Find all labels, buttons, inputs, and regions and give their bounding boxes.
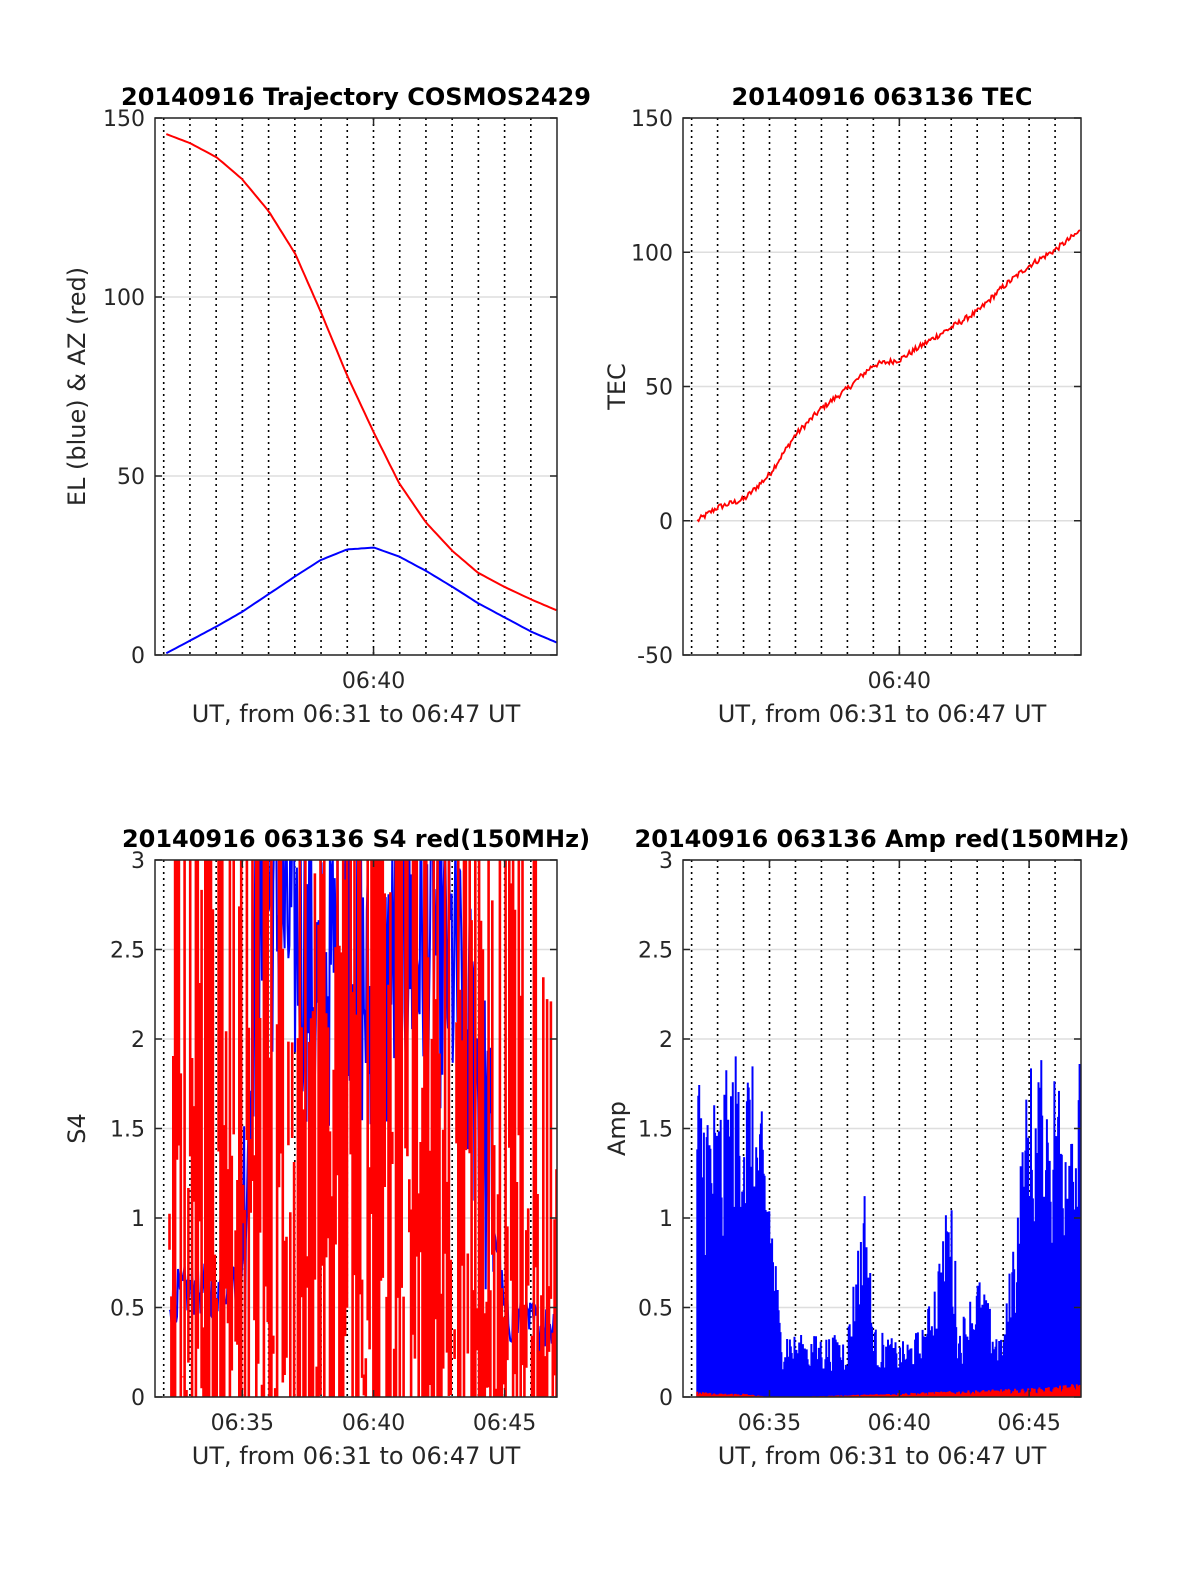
y-tick-label: 1	[131, 1207, 145, 1232]
axes-box	[154, 117, 558, 656]
series-line	[696, 229, 1081, 523]
y-tick-label: 0	[659, 1386, 673, 1411]
series-line	[165, 133, 557, 612]
y-tick-label: 0.5	[110, 1297, 145, 1322]
y-tick-label: 2	[131, 1028, 145, 1053]
plot-area	[155, 118, 557, 655]
y-tick-label: 2	[659, 1028, 673, 1053]
series-line	[165, 546, 557, 655]
x-tick-label: 06:35	[738, 1411, 801, 1436]
series-group	[168, 860, 557, 1397]
chart-title: 20140916 063136 Amp red(150MHz)	[635, 825, 1130, 853]
y-tick-label: 1.5	[638, 1118, 673, 1143]
y-tick-label: -50	[637, 644, 673, 669]
chart-panel-4: 0 0.5 1 1.5 2 2.5 3 06:35 06:40 06:45 20140916 063…	[603, 825, 1129, 1470]
y-tick-label: 100	[631, 241, 673, 266]
chart-title: 20140916 063136 TEC	[732, 83, 1033, 111]
x-axis-label: UT, from 06:31 to 06:47 UT	[192, 700, 521, 728]
y-axis-label: S4	[63, 1113, 91, 1144]
x-axis-label: UT, from 06:31 to 06:47 UT	[718, 700, 1047, 728]
chart-panel-3: 0 0.5 1 1.5 2 2.5 3 06:35 06:40 06:45 20140916 063…	[63, 825, 590, 1470]
chart-panel-1: 0 50 100 150 06:40 20140916 Trajectory COSMOS…	[63, 83, 591, 728]
series-group	[696, 229, 1081, 523]
x-tick-label: 06:35	[211, 1411, 274, 1436]
y-tick-label: 3	[659, 849, 673, 874]
series-spikes	[168, 860, 557, 1397]
series-group	[165, 133, 557, 655]
y-tick-label: 1	[659, 1207, 673, 1232]
series-noise	[696, 1056, 1081, 1397]
y-tick-label: 50	[645, 376, 673, 401]
x-tick-label: 06:45	[473, 1411, 536, 1436]
y-tick-label: 2.5	[638, 939, 673, 964]
y-tick-label: 3	[131, 849, 145, 874]
y-axis-label: EL (blue) & AZ (red)	[63, 267, 91, 506]
y-tick-label: 2.5	[110, 939, 145, 964]
x-tick-label: 06:40	[868, 1411, 931, 1436]
chart-title: 20140916 063136 S4 red(150MHz)	[122, 825, 590, 853]
y-tick-label: 50	[117, 465, 145, 490]
y-tick-label: 0.5	[638, 1297, 673, 1322]
x-tick-label: 06:45	[997, 1411, 1060, 1436]
y-tick-label: 0	[131, 1386, 145, 1411]
y-tick-label: 100	[103, 286, 145, 311]
y-axis-label: Amp	[603, 1101, 631, 1156]
chart-title: 20140916 Trajectory COSMOS2429	[121, 83, 591, 111]
y-tick-label: 1.5	[110, 1118, 145, 1143]
y-tick-label: 150	[631, 107, 673, 132]
x-axis-label: UT, from 06:31 to 06:47 UT	[718, 1442, 1047, 1470]
x-tick-label: 06:40	[868, 669, 931, 694]
y-axis-label: TEC	[603, 363, 631, 411]
x-axis-label: UT, from 06:31 to 06:47 UT	[192, 1442, 521, 1470]
x-tick-label: 06:40	[342, 1411, 405, 1436]
y-tick-label: 150	[103, 107, 145, 132]
x-tick-label: 06:40	[342, 669, 405, 694]
y-tick-label: 0	[131, 644, 145, 669]
chart-panel-2: -50 0 50 100 150 06:40 20140916 063136 TEC UT, …	[603, 83, 1082, 728]
y-tick-label: 0	[659, 510, 673, 535]
